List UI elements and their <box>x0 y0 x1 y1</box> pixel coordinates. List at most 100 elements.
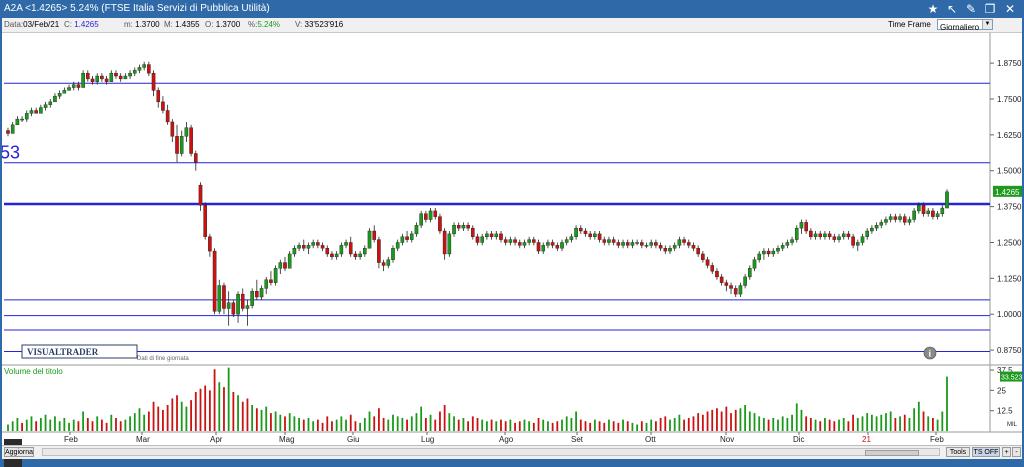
time-axis-label: Feb <box>64 435 78 444</box>
time-axis-label: Giu <box>347 435 359 444</box>
candle-body <box>81 72 85 88</box>
candle-body <box>508 239 513 243</box>
volume-bar <box>781 416 784 431</box>
zoom-in-button[interactable]: + <box>1002 447 1011 457</box>
candle-body <box>809 230 813 237</box>
candle-body <box>255 291 259 298</box>
timeframe-select[interactable]: Giornaliero ▼ <box>937 19 993 32</box>
volume-bar <box>471 416 474 431</box>
candle-body <box>621 242 625 246</box>
candle-body <box>752 259 757 269</box>
volume-bar <box>927 416 930 431</box>
time-axis-label: Ago <box>499 435 514 444</box>
pin-icon[interactable]: ✎ <box>965 2 977 16</box>
volume-bar <box>354 421 357 431</box>
candle-body <box>287 253 292 269</box>
volume-bar <box>274 411 277 431</box>
candle-body <box>240 293 245 309</box>
candle-body <box>156 90 161 103</box>
volume-bar <box>260 409 263 431</box>
time-scrollbar[interactable] <box>42 448 940 456</box>
volume-bar <box>218 382 221 431</box>
chart-background <box>2 33 1022 445</box>
volume-bar <box>518 421 521 431</box>
candle-body <box>837 236 841 240</box>
price-tick-label: 1.1250 <box>997 274 1022 283</box>
candle-body <box>363 248 367 255</box>
star-icon[interactable]: ★ <box>927 2 939 16</box>
refresh-button[interactable]: Aggiorna <box>4 447 34 457</box>
volume-bar <box>237 395 239 431</box>
volume-info: V: 33'523'916 <box>295 20 343 29</box>
chart-svg[interactable]: 1.8750 1.7500 1.6250 1.5000 1.3750 1.2500 1.12… <box>2 33 1022 445</box>
volume-bar <box>847 421 850 431</box>
candle-body <box>865 230 869 237</box>
candle-body <box>733 288 738 295</box>
arrow-up-left-icon[interactable]: ↖ <box>946 2 958 16</box>
ts-off-button[interactable]: TS OFF <box>972 447 1000 457</box>
volume-bar <box>856 418 859 431</box>
candle-body <box>536 242 541 252</box>
volume-bar <box>190 400 193 431</box>
zoom-out-button[interactable]: - <box>1012 447 1021 457</box>
volume-bar <box>279 414 282 431</box>
volume-bar <box>410 416 413 431</box>
candle-body <box>860 236 865 243</box>
volume-bar <box>734 409 737 431</box>
scrollbar-thumb[interactable] <box>865 450 919 456</box>
volume-bar <box>758 416 761 431</box>
candle-body <box>583 230 588 235</box>
volume-bar <box>744 405 747 431</box>
volume-bar <box>171 398 174 431</box>
info-icon-glyph: i <box>929 349 932 359</box>
candle-body <box>409 233 414 240</box>
candle-body <box>400 236 405 243</box>
restore-icon[interactable]: ❐ <box>984 2 996 16</box>
candle-body <box>616 242 621 246</box>
quote-info-bar: Data:03/Feb/21 C: 1.4265 m: 1.3700 M: 1.… <box>2 18 1022 33</box>
chart-area[interactable]: 1.8750 1.7500 1.6250 1.5000 1.3750 1.2500 1.12… <box>2 33 1022 467</box>
candle-body <box>766 250 771 255</box>
volume-bar <box>270 413 272 431</box>
brand-subtitle: Dati di fine giornata <box>137 356 189 362</box>
volume-bar <box>716 408 718 431</box>
pct-value: 5.24% <box>257 20 281 29</box>
volume-bar <box>899 416 901 431</box>
chevron-down-icon[interactable]: ▼ <box>982 20 992 29</box>
volume-bar <box>462 418 465 431</box>
candle-body <box>15 118 20 126</box>
volume-bar <box>185 406 188 431</box>
tools-button[interactable]: Tools <box>946 447 970 457</box>
candle-body <box>48 101 53 105</box>
volume-bar <box>617 422 620 431</box>
candle-body <box>893 216 898 220</box>
volume-bar <box>725 406 728 431</box>
volume-bar <box>711 409 714 431</box>
candle-body <box>870 227 874 232</box>
open-value: 1.3700 <box>215 20 241 29</box>
candle-body <box>43 104 48 108</box>
close-icon[interactable]: ✕ <box>1004 2 1016 16</box>
info-icon[interactable] <box>923 346 937 360</box>
volume-bar <box>44 414 47 431</box>
volume-bar <box>678 414 681 431</box>
candle-body <box>475 236 480 243</box>
candle-body <box>921 204 926 214</box>
candle-body <box>804 222 808 232</box>
current-price-badge <box>993 185 1022 197</box>
volume-bar <box>166 405 169 431</box>
volume-bar <box>91 421 94 431</box>
volume-bar <box>528 421 531 431</box>
volume-bar <box>842 418 845 431</box>
volume-bar <box>401 418 404 431</box>
brand-logo-frame <box>21 344 138 359</box>
volume-bar <box>54 416 56 431</box>
candle-body <box>428 210 433 220</box>
candle-body <box>794 227 799 240</box>
candle-body <box>663 248 668 252</box>
volume-bar <box>645 422 648 431</box>
volume-bar <box>124 419 127 431</box>
candle-body <box>902 216 907 223</box>
candle-body <box>898 216 902 220</box>
